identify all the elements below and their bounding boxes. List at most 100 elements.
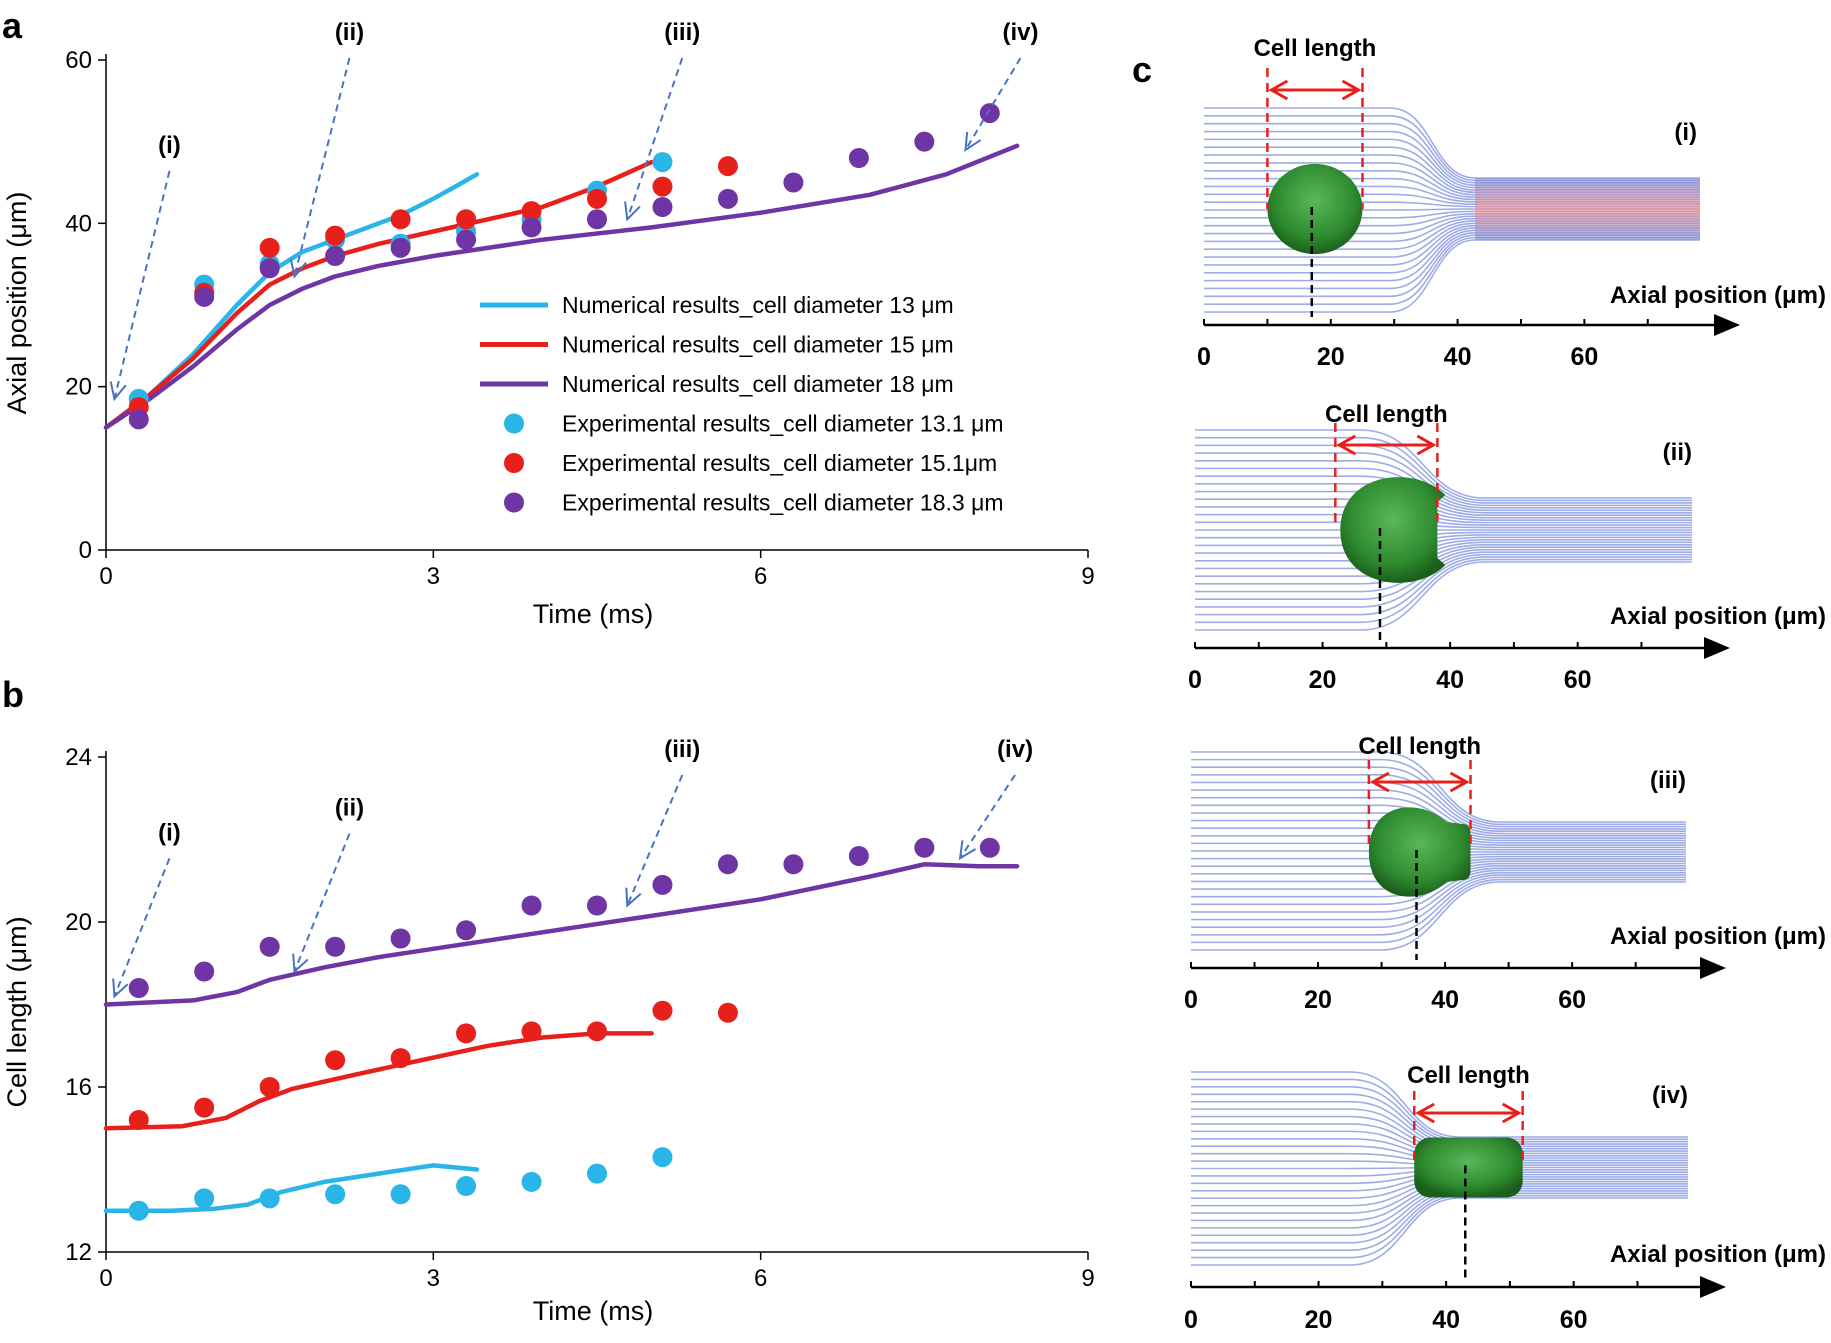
streamline bbox=[1191, 878, 1686, 944]
streamline bbox=[1191, 869, 1686, 913]
annotation-label: (iv) bbox=[997, 736, 1033, 763]
data-point-experimental-results-cell-diameter-15-1-m bbox=[652, 1000, 673, 1021]
streamline bbox=[1204, 220, 1700, 251]
streamline bbox=[1195, 561, 1692, 631]
data-point-experimental-results-cell-diameter-18-3-m bbox=[128, 978, 149, 998]
axial-axis-arrowhead bbox=[1700, 1276, 1726, 1298]
annotation-arrow-line bbox=[959, 774, 1016, 859]
annotation-label: (ii) bbox=[335, 795, 364, 822]
data-point-experimental-results-cell-diameter-18-3-m bbox=[979, 837, 1000, 858]
panel-b-axes: 12 16 20 24 0 3 6 9 bbox=[65, 744, 1094, 1292]
cell-length-label: Cell length bbox=[1325, 401, 1448, 428]
streamline bbox=[1204, 217, 1700, 243]
legend-swatch-dot bbox=[504, 492, 524, 513]
cell-length-arrowhead-left bbox=[1415, 1102, 1435, 1124]
panel-a-annotations: (i) (ii) (iii) (iv) bbox=[109, 19, 1039, 402]
streamline bbox=[1204, 177, 1700, 201]
snapshot-3: Cell length (iii) 0 20 40 60 Axial position (μ… bbox=[1184, 733, 1826, 1014]
data-point-experimental-results-cell-diameter-13-1-m bbox=[325, 1184, 346, 1205]
panel-a-axes: 0 20 40 60 0 3 6 9 bbox=[65, 47, 1094, 590]
data-point-experimental-results-cell-diameter-15-1-m bbox=[456, 1023, 477, 1044]
streamline bbox=[1204, 229, 1700, 282]
cell-body bbox=[1414, 1137, 1523, 1198]
axial-tick-label: 60 bbox=[1560, 1306, 1588, 1334]
data-point-experimental-results-cell-diameter-13-1-m bbox=[521, 1171, 542, 1192]
data-point-experimental-results-cell-diameter-15-1-m bbox=[325, 1050, 346, 1071]
panel-letter-b: b bbox=[2, 674, 24, 715]
data-point-experimental-results-cell-diameter-18-3-m bbox=[390, 928, 411, 949]
annotation-arrow-line bbox=[626, 57, 684, 220]
streamline bbox=[1204, 154, 1700, 194]
series-line-numerical-results-cell-diameter-13-m bbox=[103, 1163, 480, 1214]
y-tick-label: 60 bbox=[65, 47, 92, 74]
cell-length-label: Cell length bbox=[1407, 1062, 1530, 1089]
data-point-experimental-results-cell-diameter-15-1-m bbox=[652, 176, 673, 197]
streamline bbox=[1204, 232, 1700, 290]
streamline bbox=[1204, 222, 1700, 258]
cell-length-arrowhead-right bbox=[1416, 434, 1437, 456]
panel-letter-c: c bbox=[1132, 49, 1152, 90]
streamline bbox=[1195, 436, 1692, 502]
data-point-experimental-results-cell-diameter-15-1-m bbox=[390, 1048, 411, 1069]
streamline bbox=[1204, 185, 1700, 203]
axial-tick-label: 20 bbox=[1309, 666, 1337, 694]
axial-tick-label: 40 bbox=[1432, 1306, 1460, 1334]
cell-length-arrowhead-right bbox=[1341, 79, 1362, 101]
streamline bbox=[1204, 138, 1700, 189]
data-point-experimental-results-cell-diameter-18-3-m bbox=[848, 148, 869, 168]
legend-entry: Numerical results_cell diameter 18 μm bbox=[562, 371, 954, 397]
streamline bbox=[1191, 766, 1686, 828]
data-point-experimental-results-cell-diameter-13-1-m bbox=[652, 1147, 673, 1168]
x-tick-label: 6 bbox=[754, 1265, 767, 1292]
streamline bbox=[1191, 881, 1686, 951]
legend-entry: Experimental results_cell diameter 13.1 … bbox=[562, 411, 1004, 437]
data-point-experimental-results-cell-diameter-18-3-m bbox=[259, 936, 280, 957]
streamlines bbox=[1195, 429, 1692, 631]
y-tick-label: 16 bbox=[65, 1074, 92, 1101]
data-point-experimental-results-cell-diameter-15-1-m bbox=[587, 1021, 607, 1042]
annotation-arrow-head bbox=[964, 131, 982, 152]
x-tick-label: 0 bbox=[99, 563, 112, 590]
snapshot-4: Cell length (iv) 0 20 40 60 Axial position (μm… bbox=[1184, 1062, 1826, 1334]
streamline bbox=[1204, 122, 1700, 184]
legend-entry: Experimental results_cell diameter 15.1μ… bbox=[562, 450, 997, 476]
streamline bbox=[1191, 758, 1686, 826]
data-point-experimental-results-cell-diameter-13-1-m bbox=[456, 1176, 477, 1196]
data-point-experimental-results-cell-diameter-18-3-m bbox=[587, 209, 607, 230]
axial-tick-label: 60 bbox=[1558, 986, 1586, 1014]
annotation-arrow-head bbox=[112, 978, 129, 999]
axial-tick-label: 40 bbox=[1444, 343, 1472, 371]
cell-length-arrowhead-right bbox=[1449, 771, 1470, 793]
legend-entry: Experimental results_cell diameter 18.3 … bbox=[562, 490, 1004, 516]
streamline bbox=[1204, 234, 1700, 298]
data-point-experimental-results-cell-diameter-18-3-m bbox=[521, 895, 542, 916]
x-tick-label: 9 bbox=[1081, 563, 1094, 590]
data-point-experimental-results-cell-diameter-15-1-m bbox=[128, 1110, 149, 1130]
annotation-arrow-head bbox=[289, 258, 307, 279]
snapshot-2: Cell length (ii) 0 20 40 60 Axial position (μm… bbox=[1188, 401, 1826, 694]
streamline bbox=[1191, 876, 1686, 936]
annotation-arrow-line bbox=[964, 57, 1022, 151]
panel-a-legend: Numerical results_cell diameter 13 μm Num… bbox=[480, 292, 1004, 516]
annotation-arrow-line bbox=[293, 57, 351, 277]
data-point-experimental-results-cell-diameter-18-3-m bbox=[914, 131, 935, 152]
y-tick-label: 12 bbox=[65, 1239, 92, 1266]
axial-tick-label: 0 bbox=[1184, 1306, 1198, 1334]
data-point-experimental-results-cell-diameter-18-3-m bbox=[325, 936, 346, 957]
series-line-numerical-results-cell-diameter-18-m bbox=[103, 143, 1020, 430]
streamline bbox=[1204, 239, 1700, 313]
axial-tick-label: 0 bbox=[1184, 986, 1198, 1014]
data-point-experimental-results-cell-diameter-18-3-m bbox=[914, 837, 935, 858]
streamline bbox=[1204, 212, 1700, 227]
streamline bbox=[1191, 1071, 1688, 1138]
annotation-arrow-head bbox=[625, 887, 642, 908]
data-point-experimental-results-cell-diameter-18-3-m bbox=[652, 197, 673, 217]
streamline bbox=[1204, 224, 1700, 266]
data-point-experimental-results-cell-diameter-13-1-m bbox=[194, 1188, 215, 1209]
legend-swatch-dot bbox=[504, 453, 524, 473]
data-point-experimental-results-cell-diameter-18-3-m bbox=[652, 874, 673, 895]
annotation-label: (iii) bbox=[664, 736, 700, 763]
streamline bbox=[1191, 871, 1686, 921]
streamline bbox=[1191, 1197, 1688, 1266]
